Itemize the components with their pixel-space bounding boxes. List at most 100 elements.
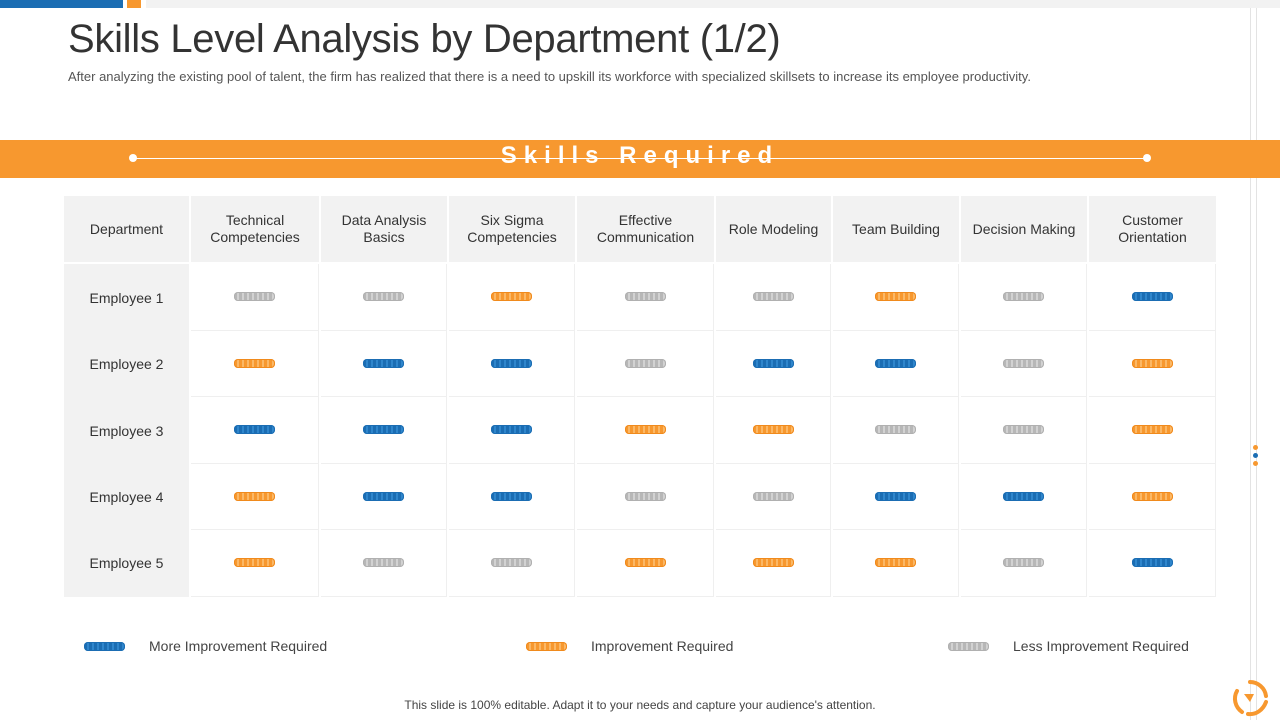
- top-accent-bar-orange: [127, 0, 141, 8]
- header-skill: Role Modeling: [716, 196, 831, 262]
- skill-level-marker-blue: [363, 425, 404, 435]
- legend-item-more: More Improvement Required: [84, 636, 327, 656]
- employee-name: Employee 2: [64, 330, 189, 398]
- skill-level-marker-blue: [1003, 491, 1044, 501]
- skill-level-marker-orange: [1131, 425, 1173, 435]
- skill-level-marker-blue: [1131, 558, 1173, 568]
- header-skill: Decision Making: [961, 196, 1087, 262]
- skill-level-cell: [961, 463, 1087, 530]
- legend-label: More Improvement Required: [149, 638, 328, 654]
- skill-level-marker-grey: [1003, 292, 1044, 302]
- banner-line: [134, 158, 1147, 159]
- skill-level-marker-orange: [234, 358, 275, 368]
- skill-level-marker-grey: [491, 558, 532, 568]
- skill-level-cell: [716, 530, 831, 597]
- skill-level-cell: [961, 330, 1087, 397]
- legend-marker-grey: [948, 641, 989, 651]
- skill-level-cell: [716, 330, 831, 397]
- skill-level-marker-blue: [363, 358, 404, 368]
- skill-level-marker-grey: [363, 292, 404, 302]
- skill-level-marker-orange: [752, 425, 794, 435]
- banner-dot-right: [1143, 154, 1151, 162]
- skill-level-cell: [577, 330, 714, 397]
- skill-level-cell: [833, 264, 959, 331]
- header-skill: Effective Communication: [577, 196, 714, 262]
- skill-level-marker-blue: [363, 491, 404, 501]
- skill-level-marker-grey: [1003, 558, 1044, 568]
- skill-level-marker-blue: [234, 425, 275, 435]
- skill-level-cell: [449, 264, 575, 331]
- legend-label: Less Improvement Required: [1013, 638, 1189, 654]
- header-skill: Team Building: [833, 196, 959, 262]
- skill-level-cell: [716, 264, 831, 331]
- skill-level-cell: [191, 330, 319, 397]
- skill-level-marker-blue: [491, 358, 532, 368]
- employee-name: Employee 4: [64, 463, 189, 531]
- top-accent-bar-grey: [146, 0, 1280, 8]
- skill-level-cell: [449, 530, 575, 597]
- skills-required-banner: Skills Required: [0, 140, 1280, 178]
- header-skill: Data Analysis Basics: [321, 196, 447, 262]
- skill-level-marker-orange: [1131, 491, 1173, 501]
- legend-item-less: Less Improvement Required: [948, 636, 1189, 656]
- employee-name: Employee 5: [64, 530, 189, 597]
- skill-level-cell: [321, 264, 447, 331]
- skill-level-cell: [577, 264, 714, 331]
- header-department: Department: [64, 196, 189, 262]
- skill-level-marker-grey: [875, 425, 916, 435]
- skill-level-cell: [1089, 463, 1216, 530]
- skill-level-marker-grey: [624, 292, 666, 302]
- skill-level-marker-orange: [491, 292, 532, 302]
- skill-level-marker-grey: [1003, 425, 1044, 435]
- skill-level-marker-orange: [234, 558, 275, 568]
- skill-level-marker-blue: [875, 491, 916, 501]
- header-skill: Customer Orientation: [1089, 196, 1216, 262]
- right-divider-line: [1250, 8, 1251, 720]
- skill-level-marker-grey: [234, 292, 275, 302]
- footer-note: This slide is 100% editable. Adapt it to…: [404, 698, 876, 712]
- skill-level-cell: [961, 264, 1087, 331]
- skill-level-cell: [321, 530, 447, 597]
- skill-level-marker-grey: [752, 491, 794, 501]
- skill-level-marker-grey: [624, 491, 666, 501]
- legend-label: Improvement Required: [591, 638, 734, 654]
- skill-level-cell: [833, 330, 959, 397]
- skill-level-cell: [577, 530, 714, 597]
- skill-level-marker-orange: [624, 558, 666, 568]
- legend-item-improve: Improvement Required: [526, 636, 733, 656]
- skill-level-marker-orange: [624, 425, 666, 435]
- skill-level-cell: [961, 397, 1087, 464]
- skill-level-cell: [449, 397, 575, 464]
- employee-name: Employee 3: [64, 397, 189, 465]
- skill-level-marker-blue: [752, 358, 794, 368]
- skill-level-marker-orange: [875, 558, 916, 568]
- side-dot-orange: [1253, 461, 1258, 466]
- skill-level-marker-blue: [875, 358, 916, 368]
- skill-level-cell: [191, 397, 319, 464]
- recycle-logo-icon: [1232, 680, 1268, 717]
- skill-level-cell: [577, 463, 714, 530]
- skill-level-cell: [321, 463, 447, 530]
- skill-level-cell: [577, 397, 714, 464]
- side-dot-blue: [1253, 453, 1258, 458]
- skill-level-cell: [321, 330, 447, 397]
- skill-level-cell: [833, 530, 959, 597]
- skill-level-cell: [1089, 264, 1216, 331]
- banner-dot-left: [129, 154, 137, 162]
- skill-level-cell: [191, 463, 319, 530]
- skill-level-marker-grey: [752, 292, 794, 302]
- side-dot-orange: [1253, 445, 1258, 450]
- skill-level-cell: [1089, 397, 1216, 464]
- skill-level-cell: [833, 397, 959, 464]
- skill-level-marker-grey: [1003, 358, 1044, 368]
- skill-level-marker-blue: [491, 491, 532, 501]
- skill-level-cell: [833, 463, 959, 530]
- skill-level-marker-blue: [491, 425, 532, 435]
- skill-level-cell: [449, 463, 575, 530]
- skill-level-cell: [449, 330, 575, 397]
- skill-level-cell: [1089, 330, 1216, 397]
- skill-level-cell: [191, 264, 319, 331]
- skill-level-marker-grey: [363, 558, 404, 568]
- skill-level-marker-orange: [1131, 358, 1173, 368]
- top-accent-bar-blue: [0, 0, 123, 8]
